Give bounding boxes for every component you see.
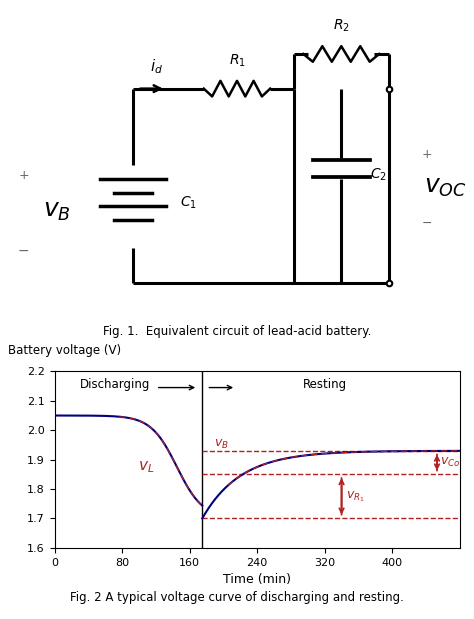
Text: $v_{Co}$: $v_{Co}$ (440, 456, 461, 469)
Text: $C_2$: $C_2$ (370, 167, 387, 183)
Text: $R_1$: $R_1$ (228, 53, 246, 69)
Text: −: − (18, 244, 29, 258)
Text: $v_B$: $v_B$ (43, 199, 71, 223)
Text: Discharging: Discharging (80, 378, 150, 391)
Text: Battery voltage (V): Battery voltage (V) (8, 344, 121, 357)
Text: Fig. 2 A typical voltage curve of discharging and resting.: Fig. 2 A typical voltage curve of discha… (70, 591, 404, 604)
X-axis label: Time (min): Time (min) (223, 573, 291, 586)
Text: Fig. 1.  Equivalent circuit of lead-acid battery.: Fig. 1. Equivalent circuit of lead-acid … (103, 325, 371, 338)
Text: $R_2$: $R_2$ (333, 18, 350, 34)
Text: Resting: Resting (302, 378, 347, 391)
Text: $v_B$: $v_B$ (214, 438, 229, 451)
Text: +: + (421, 148, 432, 161)
Text: −: − (421, 217, 432, 230)
Text: $i_d$: $i_d$ (150, 58, 163, 76)
Text: $v_L$: $v_L$ (137, 459, 154, 475)
Text: $v_{R_1}$: $v_{R_1}$ (346, 489, 365, 504)
Text: +: + (18, 169, 29, 182)
Text: $C_1$: $C_1$ (180, 194, 197, 211)
Text: $v_{OC}$: $v_{OC}$ (424, 175, 467, 199)
